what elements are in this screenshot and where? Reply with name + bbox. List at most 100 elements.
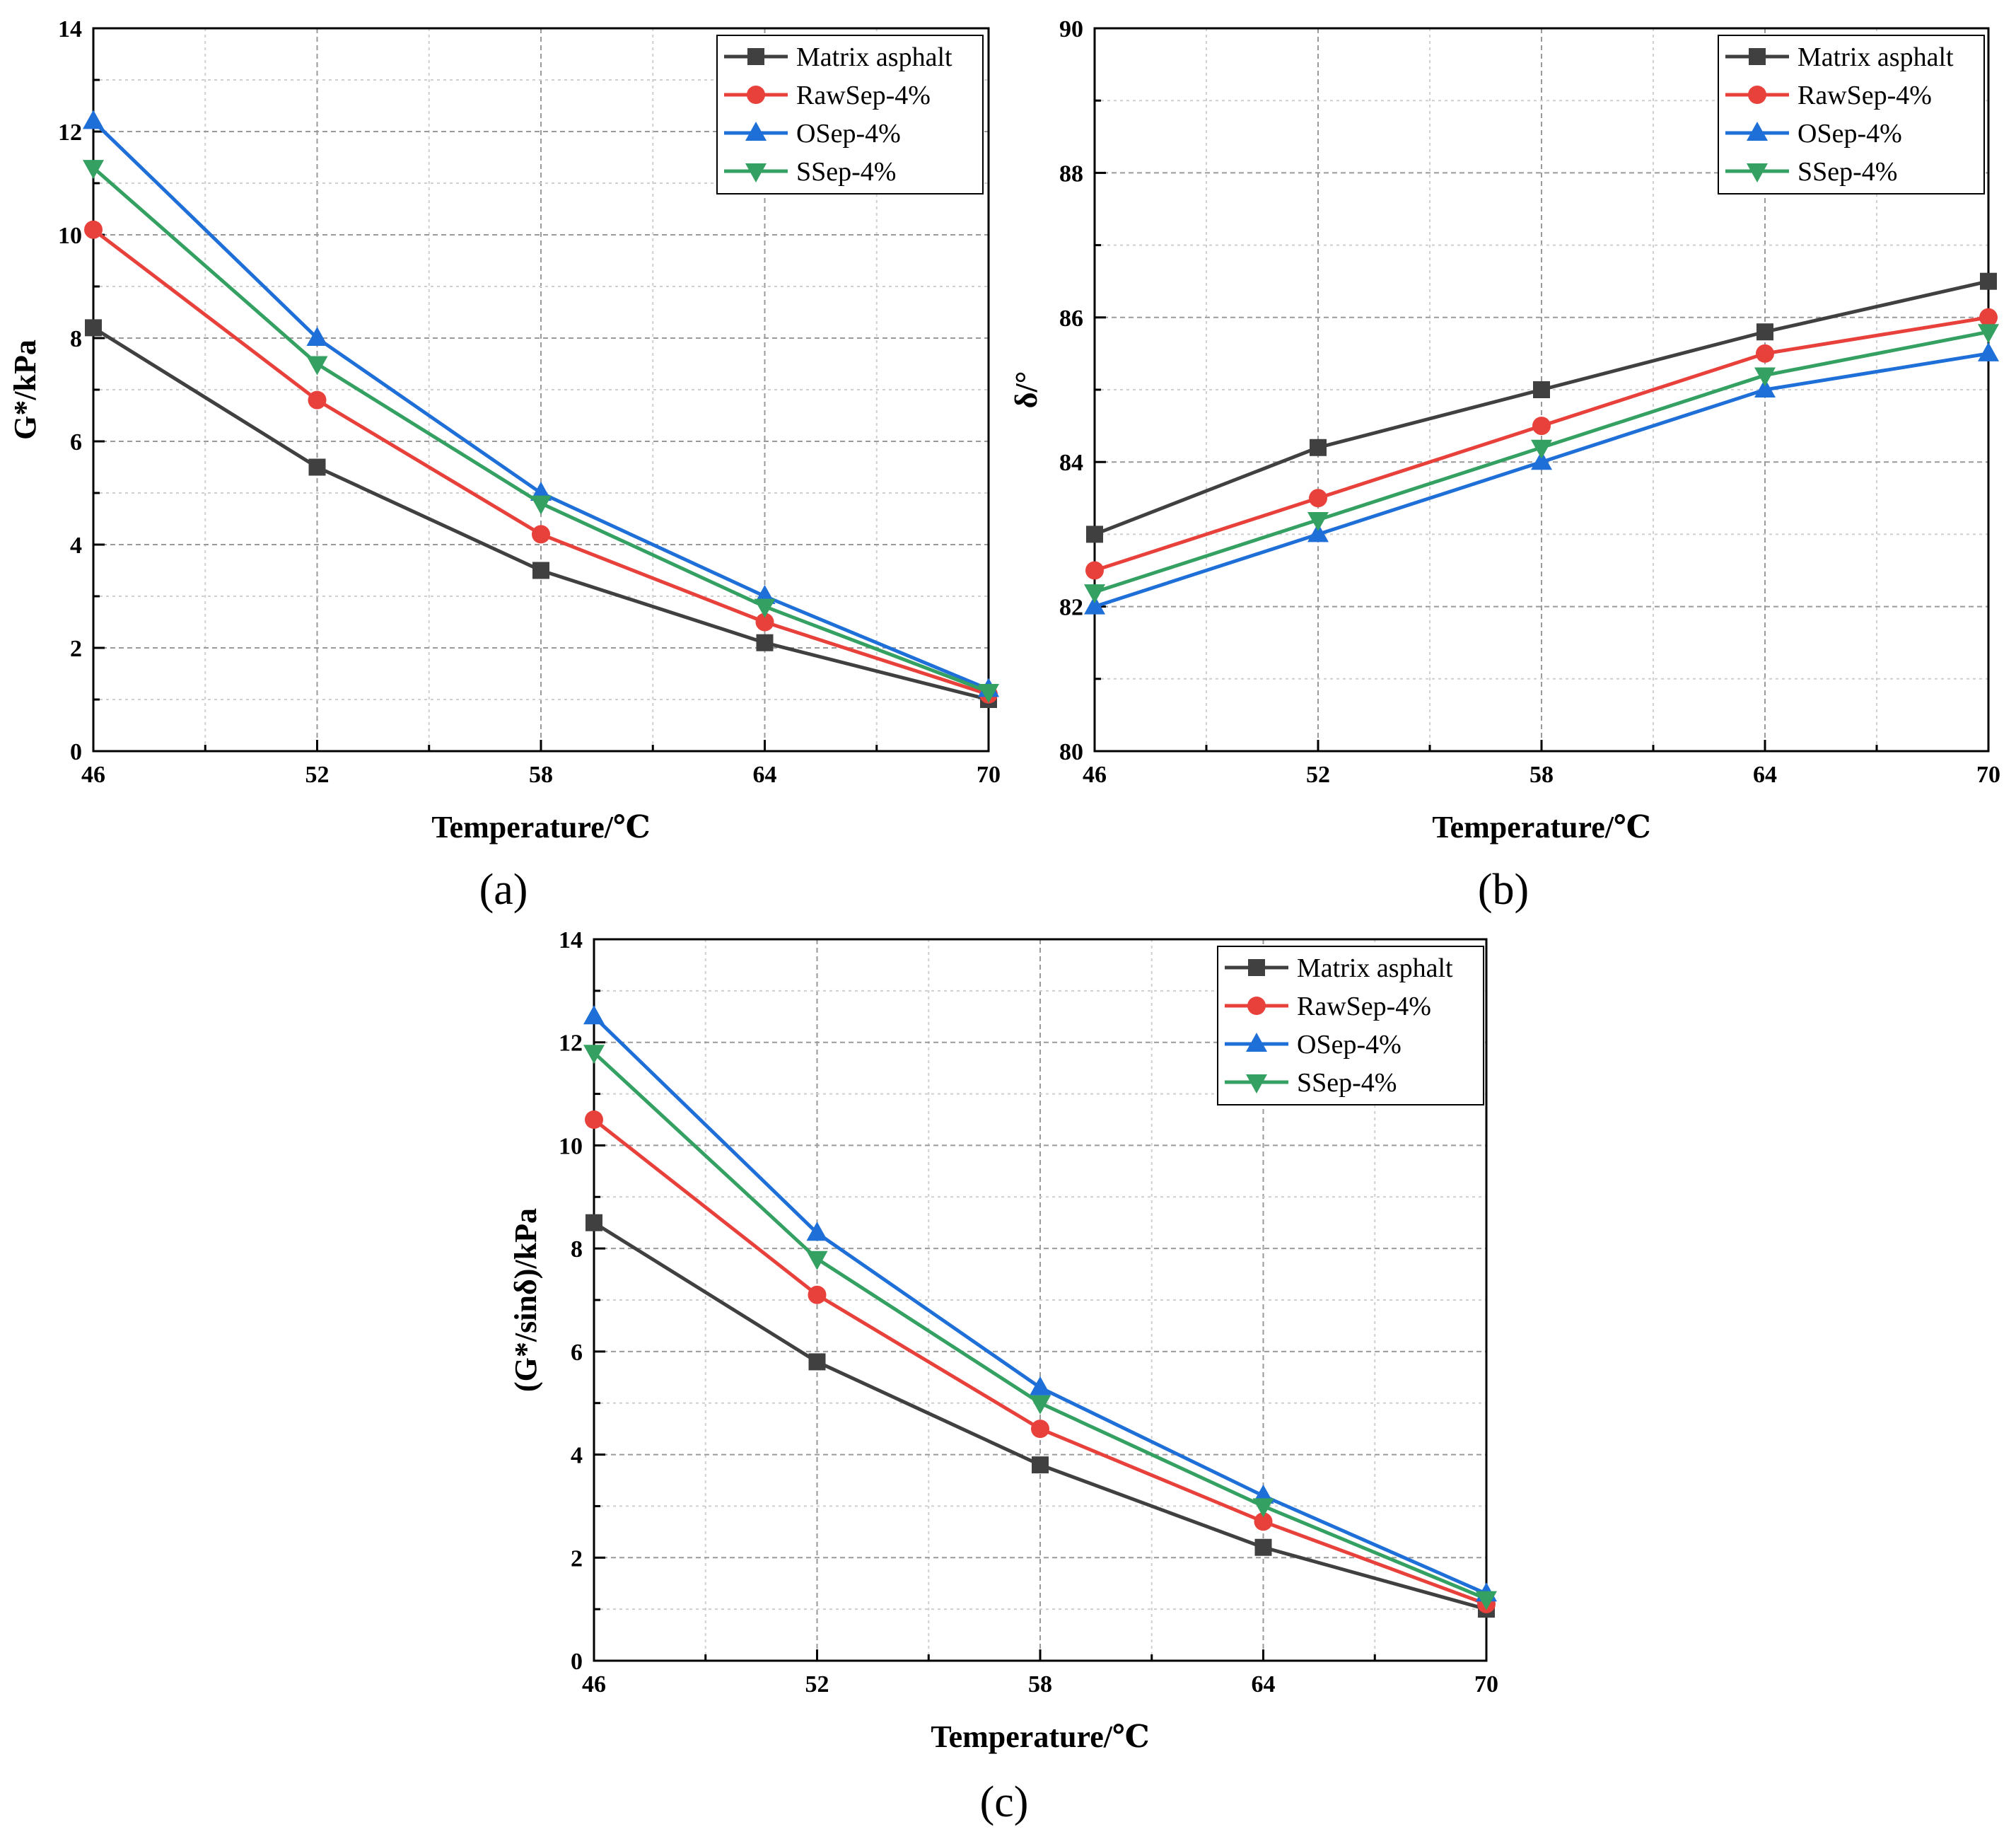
y-tick-label: 82 [1059, 595, 1083, 621]
legend-swatch-marker [747, 86, 765, 104]
data-point [1979, 308, 1998, 327]
y-axis-title: δ/° [1009, 371, 1044, 409]
data-point [806, 1250, 828, 1270]
y-tick-label: 8 [571, 1236, 583, 1263]
legend-entry: Matrix asphalt [796, 42, 952, 72]
data-point [83, 160, 104, 180]
legend-entry: RawSep-4% [1797, 81, 1932, 110]
y-tick-label: 6 [571, 1340, 583, 1366]
chart-panel-c: 46 52 58 64 7002468101214Temperature/℃(G*/si… [508, 927, 1498, 1826]
x-tick-label: 58 [1028, 1671, 1052, 1697]
data-point [1754, 378, 1776, 397]
data-point [808, 1285, 827, 1304]
y-tick-label: 84 [1059, 450, 1083, 476]
panel-label: (c) [980, 1778, 1029, 1826]
ticks: 46 52 58 64 70 80 82 84 86 88 90 [1059, 16, 2000, 788]
y-axis-title: G*/kPa [8, 339, 42, 440]
data-point [1030, 1395, 1051, 1415]
data-point [585, 1214, 602, 1231]
data-point [1756, 344, 1774, 363]
data-point [1978, 324, 1999, 344]
y-tick-label: 86 [1059, 306, 1083, 332]
panel-label: (a) [479, 866, 528, 914]
data-point [754, 598, 776, 618]
data-point [83, 110, 104, 129]
x-tick-label: 58 [1530, 762, 1554, 788]
legend-swatch-marker [1747, 163, 1768, 182]
data-point [806, 1221, 828, 1241]
legend-entry: RawSep-4% [1297, 992, 1431, 1021]
data-point [532, 562, 549, 579]
legend: Matrix asphalt RawSep-4% OSep-4% SSep-4% [1217, 946, 1484, 1105]
y-tick-label: 6 [70, 429, 82, 455]
series-rawsep-4- [1085, 308, 1998, 580]
data-point [1084, 595, 1105, 615]
legend-swatch-marker [745, 122, 767, 141]
data-point [1031, 1420, 1049, 1439]
data-point [308, 458, 326, 476]
data-point [84, 220, 103, 239]
data-point [1980, 272, 1997, 290]
data-point [1032, 1456, 1049, 1474]
x-tick-label: 64 [1252, 1671, 1276, 1697]
legend-swatch-marker [745, 163, 767, 182]
legend-entry: OSep-4% [1297, 1030, 1402, 1060]
y-tick-label: 8 [70, 326, 82, 352]
y-tick-label: 4 [571, 1443, 583, 1469]
data-point [306, 327, 328, 346]
y-tick-label: 2 [571, 1545, 583, 1572]
series-ssep-4- [1084, 324, 1999, 604]
data-point [755, 613, 774, 632]
data-point [1030, 1376, 1051, 1395]
y-tick-label: 90 [1059, 16, 1083, 42]
data-point [1309, 489, 1327, 508]
data-point [1307, 511, 1329, 531]
legend-entry: SSep-4% [1297, 1068, 1397, 1098]
data-point [756, 634, 774, 651]
data-point [85, 319, 102, 337]
panel-label: (b) [1478, 866, 1529, 914]
gridlines [594, 939, 1486, 1661]
data-point [808, 1353, 826, 1371]
x-tick-label: 70 [1976, 762, 2000, 788]
data-point [1084, 584, 1105, 604]
series-ssep-4- [83, 160, 999, 704]
data-point [1310, 439, 1327, 456]
y-tick-label: 88 [1059, 161, 1083, 187]
series-matrix-asphalt [585, 1214, 1495, 1618]
y-tick-label: 10 [559, 1133, 583, 1159]
y-tick-label: 0 [571, 1649, 583, 1675]
y-tick-label: 14 [58, 16, 82, 42]
legend-swatch-marker [1246, 1033, 1267, 1052]
legend-entry: OSep-4% [796, 119, 901, 149]
series-ssep-4- [583, 1045, 1497, 1610]
data-point [1085, 561, 1104, 580]
y-tick-label: 2 [70, 636, 82, 662]
legend-entry: SSep-4% [796, 157, 896, 187]
data-point [583, 1045, 605, 1064]
y-tick-label: 0 [70, 739, 82, 765]
data-point [1978, 342, 1999, 361]
x-tick-label: 64 [753, 762, 777, 788]
x-tick-label: 52 [1306, 762, 1330, 788]
y-tick-label: 10 [58, 223, 82, 249]
data-point [1532, 417, 1551, 436]
legend-entry: RawSep-4% [796, 81, 931, 110]
data-point [1254, 1512, 1273, 1531]
data-point [308, 390, 327, 410]
data-point [978, 684, 999, 704]
legend-swatch-marker [747, 48, 764, 65]
legend-swatch-marker [1747, 122, 1768, 141]
data-point [1086, 526, 1103, 543]
legend-entry: Matrix asphalt [1297, 953, 1453, 983]
x-axis-title: Temperature/℃ [431, 810, 650, 845]
x-tick-label: 70 [977, 762, 1001, 788]
x-axis-title: Temperature/℃ [931, 1719, 1149, 1754]
x-tick-label: 52 [305, 762, 330, 788]
legend: Matrix asphalt RawSep-4% OSep-4% SSep-4% [716, 35, 984, 195]
data-point [583, 1005, 605, 1025]
data-point [1531, 451, 1552, 470]
x-tick-label: 46 [81, 762, 105, 788]
